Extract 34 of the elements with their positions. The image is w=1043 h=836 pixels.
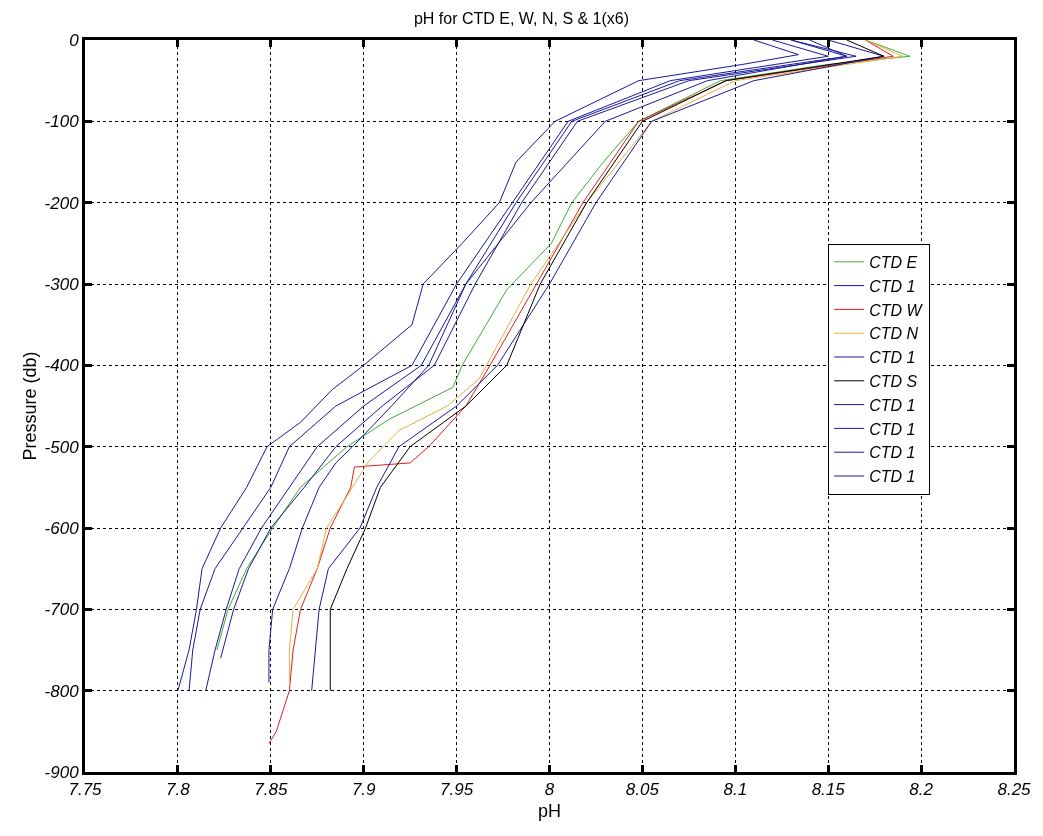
y-axis-title: Pressure (db)	[19, 351, 40, 461]
x-tick-label: 7.8	[166, 780, 191, 800]
legend-label: CTD 1	[869, 349, 916, 367]
legend-label: CTD E	[869, 254, 918, 272]
legend-label: CTD N	[869, 325, 919, 343]
y-tick-label: -100	[44, 112, 80, 132]
x-tick-label: 7.85	[254, 780, 288, 800]
x-tick-label: 8	[544, 780, 555, 800]
x-tick-label: 8.15	[811, 780, 846, 800]
legend-label: CTD 1	[869, 420, 916, 438]
y-tick-label: -800	[44, 681, 80, 701]
legend-label: CTD 1	[869, 468, 916, 486]
legend-label: CTD 1	[869, 444, 916, 462]
y-tick-label: -600	[44, 518, 80, 538]
y-tick-label: -400	[44, 356, 80, 376]
chart-title: pH for CTD E, W, N, S & 1(x6)	[413, 9, 630, 27]
x-tick-label: 8.2	[909, 780, 934, 800]
x-axis-title: pH	[537, 800, 562, 821]
legend-label: CTD 1	[869, 396, 916, 414]
y-tick-label: 0	[69, 30, 80, 50]
legend-label: CTD W	[869, 301, 924, 319]
y-tick-label: -500	[44, 437, 80, 457]
x-tick-label: 7.9	[351, 780, 377, 800]
legend-label: CTD 1	[869, 277, 916, 295]
x-tick-label: 8.1	[723, 780, 748, 800]
x-tick-label: 8.05	[625, 780, 660, 800]
y-tick-label: -900	[44, 762, 80, 782]
y-tick-label: -300	[44, 274, 80, 294]
legend-label: CTD S	[869, 373, 918, 391]
x-tick-label: 7.75	[68, 780, 103, 800]
y-tick-label: -200	[44, 193, 80, 213]
y-tick-label: -700	[44, 600, 80, 620]
x-tick-label: 8.25	[997, 780, 1032, 800]
x-tick-label: 7.95	[440, 780, 474, 800]
